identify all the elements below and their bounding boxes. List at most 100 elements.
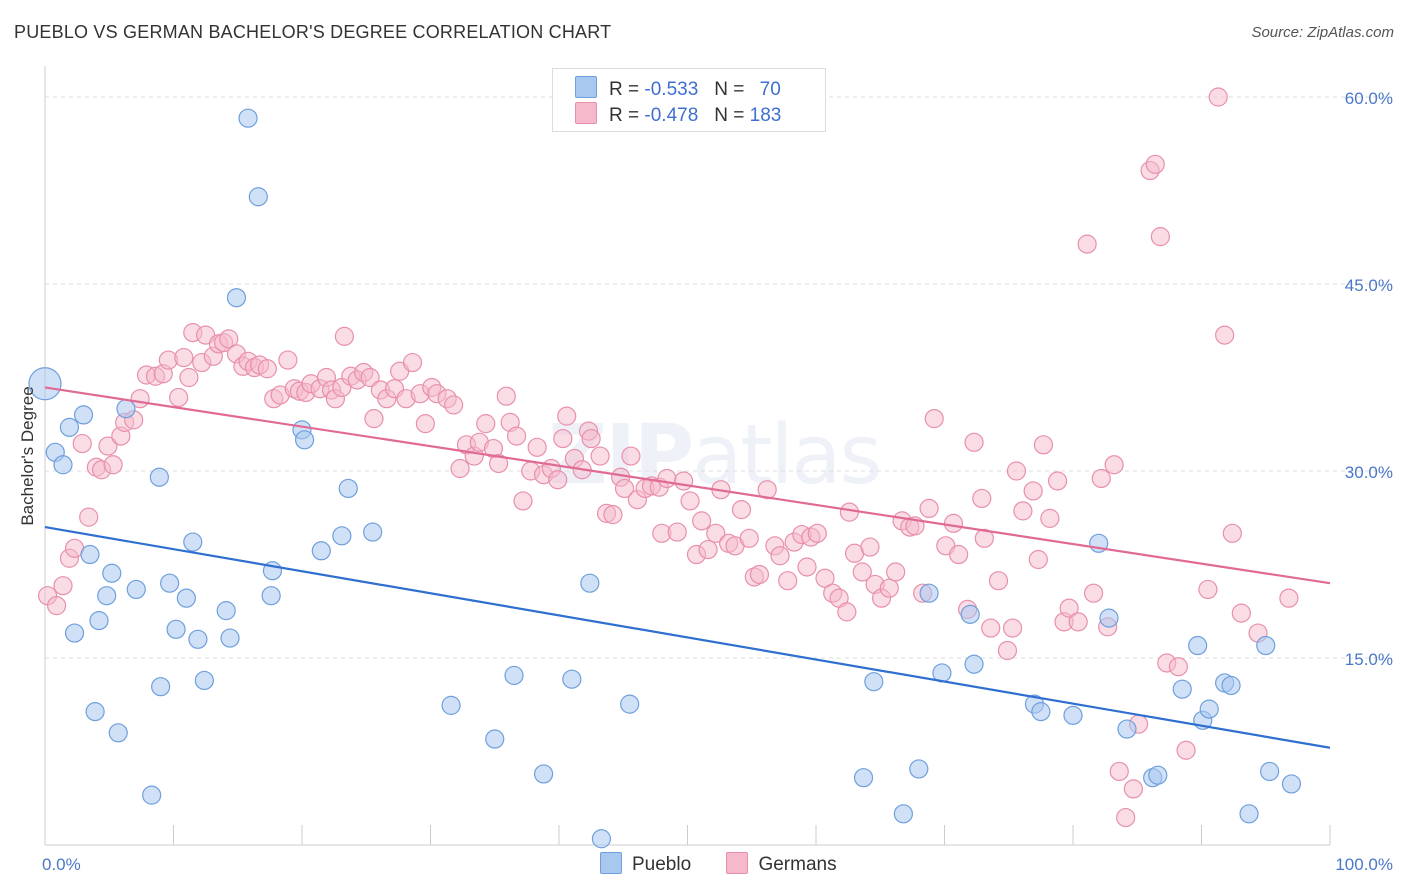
grid-layer bbox=[45, 96, 1392, 659]
chart-title: PUEBLO VS GERMAN BACHELOR'S DEGREE CORRE… bbox=[14, 22, 612, 42]
pueblo-point bbox=[1260, 761, 1280, 782]
germans-point bbox=[988, 571, 1009, 591]
pueblo-point bbox=[311, 541, 331, 561]
germans-point bbox=[943, 513, 964, 533]
pueblo-point bbox=[960, 604, 980, 624]
germans-point bbox=[603, 505, 623, 525]
legend-item-pueblo[interactable]: Pueblo bbox=[600, 852, 691, 876]
germans-point bbox=[548, 470, 568, 490]
pueblo-point bbox=[85, 702, 105, 722]
pueblo-point bbox=[142, 785, 162, 805]
germans-point bbox=[489, 453, 509, 474]
x-tick-label: 100.0% bbox=[1335, 855, 1393, 874]
germans-point bbox=[1104, 455, 1124, 475]
germans-point bbox=[797, 557, 817, 577]
germans-point bbox=[72, 433, 92, 454]
pueblo-point bbox=[853, 768, 874, 788]
germans-point bbox=[1109, 761, 1129, 782]
pueblo-point bbox=[53, 455, 73, 475]
pueblo-point bbox=[160, 573, 180, 593]
pueblo-point bbox=[1148, 765, 1168, 785]
legend-item-germans[interactable]: Germans bbox=[726, 852, 837, 876]
pueblo-point bbox=[226, 288, 247, 308]
pueblo-point bbox=[151, 677, 171, 697]
germans-point bbox=[98, 436, 118, 456]
pueblo-point bbox=[1256, 635, 1276, 656]
pueblo-point bbox=[220, 628, 240, 648]
pueblo-point bbox=[562, 669, 582, 689]
germans-point bbox=[257, 359, 277, 379]
pueblo-legend-swatch bbox=[600, 852, 622, 874]
pueblo-point bbox=[59, 417, 80, 437]
germans-point bbox=[1208, 87, 1228, 107]
germans-point bbox=[103, 455, 123, 475]
germans-point bbox=[1023, 481, 1043, 501]
germans-n-label: N = bbox=[714, 105, 745, 126]
y-tick-label: 60.0% bbox=[1345, 89, 1393, 108]
pueblo-point bbox=[64, 623, 85, 643]
germans-point bbox=[1068, 612, 1088, 632]
germans-point bbox=[674, 471, 694, 491]
pueblo-point bbox=[1063, 705, 1083, 725]
legend-row-pueblo: R = -0.533 N = 70 bbox=[575, 76, 781, 100]
germans-legend-label: Germans bbox=[758, 854, 837, 875]
germans-point bbox=[778, 571, 798, 591]
germans-point bbox=[1222, 523, 1242, 543]
pueblo-point bbox=[248, 187, 268, 207]
pueblo-legend-label: Pueblo bbox=[632, 854, 692, 875]
germans-point bbox=[1168, 657, 1188, 677]
germans-point bbox=[557, 406, 577, 426]
germans-point bbox=[334, 326, 355, 346]
germans-point bbox=[706, 523, 726, 543]
pueblo-point bbox=[126, 579, 146, 600]
pueblo-point bbox=[620, 694, 640, 714]
germans-point bbox=[739, 528, 759, 548]
germans-point bbox=[974, 528, 994, 548]
pueblo-point bbox=[1031, 702, 1051, 722]
germans-point bbox=[79, 507, 99, 527]
germans-point bbox=[527, 437, 547, 457]
pueblo-point bbox=[1199, 699, 1219, 719]
pueblo-point bbox=[149, 467, 169, 487]
germans-point bbox=[1150, 227, 1170, 247]
germans-point bbox=[1083, 583, 1104, 603]
germans-point bbox=[450, 458, 470, 479]
pueblo-point bbox=[166, 619, 186, 639]
germans-point bbox=[981, 618, 1001, 638]
germans-point bbox=[506, 426, 527, 446]
germans-point bbox=[179, 367, 199, 388]
pueblo-point bbox=[504, 665, 524, 686]
germans-point bbox=[174, 347, 194, 368]
germans-point bbox=[657, 468, 677, 489]
germans-point bbox=[879, 578, 899, 598]
chart-source: Source: ZipAtlas.com bbox=[1251, 24, 1394, 41]
pueblo-point bbox=[176, 588, 196, 608]
pueblo-point bbox=[1188, 635, 1208, 656]
pueblo-point bbox=[1099, 608, 1119, 628]
germans-point bbox=[680, 491, 700, 511]
pueblo-point bbox=[28, 367, 62, 401]
germans-point bbox=[886, 562, 906, 582]
germans-r-value: -0.478 bbox=[644, 105, 699, 126]
pueblo-n-value: 70 bbox=[759, 79, 781, 100]
germans-point bbox=[698, 539, 718, 560]
germans-point bbox=[1091, 468, 1111, 489]
x-tick-label: 0.0% bbox=[42, 855, 81, 874]
germans-point bbox=[692, 511, 712, 531]
germans-point bbox=[169, 387, 189, 408]
germans-point bbox=[839, 502, 860, 522]
pueblo-swatch bbox=[575, 76, 597, 98]
germans-point bbox=[807, 523, 827, 543]
germans-point bbox=[1123, 779, 1143, 799]
germans-points bbox=[37, 87, 1299, 828]
germans-point bbox=[949, 544, 969, 565]
germans-point bbox=[815, 568, 835, 588]
pueblo-point bbox=[485, 729, 505, 749]
germans-point bbox=[1006, 461, 1027, 481]
germans-n-value: 183 bbox=[749, 105, 782, 126]
y-tick-label: 30.0% bbox=[1345, 463, 1393, 482]
germans-point bbox=[364, 409, 384, 429]
germans-point bbox=[444, 395, 464, 415]
pueblo-point bbox=[194, 670, 214, 691]
pueblo-r-label: R = bbox=[609, 79, 640, 100]
